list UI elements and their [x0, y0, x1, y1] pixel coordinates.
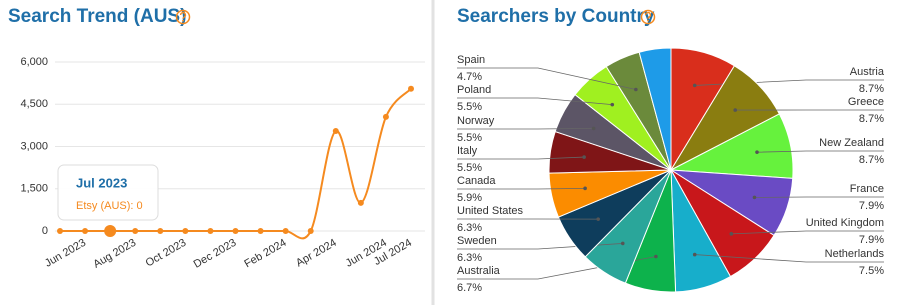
slice-value-label: 7.9%: [859, 234, 884, 246]
data-point: [132, 228, 139, 234]
slice-label: United States: [457, 205, 524, 217]
leader-dot: [755, 150, 759, 154]
leader-line: [457, 67, 636, 90]
pie-slice: [638, 47, 672, 171]
leader-dot: [582, 155, 586, 159]
x-tick-label: Apr 2024: [294, 237, 339, 270]
leader-line: [457, 187, 586, 190]
y-tick-label: 3,000: [20, 140, 48, 152]
x-tick-label: Jun 2023: [43, 237, 88, 270]
data-point: [104, 225, 117, 237]
leader-line: [457, 128, 594, 130]
data-point: [357, 199, 364, 206]
leader-dot: [591, 126, 596, 131]
leader-line: [731, 230, 884, 235]
slice-label: Greece: [848, 96, 884, 108]
leader-line: [457, 156, 585, 160]
leader-line: [457, 97, 613, 106]
data-point: [232, 228, 239, 234]
leader-dot: [733, 108, 738, 112]
y-tick-label: 6,000: [20, 56, 48, 68]
slice-value-label: 6.3%: [457, 252, 482, 264]
help-icon[interactable]: [640, 9, 656, 25]
slice-label: Italy: [457, 145, 478, 157]
data-point: [332, 128, 339, 135]
slice-label: Canada: [457, 175, 496, 187]
x-tick-label: Dec 2023: [192, 237, 239, 271]
leader-dot: [620, 241, 625, 246]
slice-label: Norway: [457, 115, 495, 127]
data-point: [157, 228, 164, 234]
slice-value-label: 5.5%: [457, 101, 482, 113]
slice-label: Australia: [457, 265, 501, 277]
x-tick-label: Feb 2024: [242, 237, 288, 271]
leader-dot: [729, 232, 734, 236]
leader-line: [694, 254, 884, 263]
data-point: [307, 228, 314, 234]
leader-dot: [596, 217, 600, 221]
data-point: [57, 228, 63, 234]
slice-value-label: 8.7%: [859, 154, 884, 166]
slice-label: Spain: [457, 54, 485, 66]
leader-line: [757, 150, 884, 153]
help-icon[interactable]: [175, 9, 191, 25]
data-point: [207, 228, 214, 234]
tooltip-text: Etsy (AUS): 0: [76, 200, 143, 212]
slice-value-label: 5.5%: [457, 132, 482, 144]
x-tick-label: Aug 2023: [91, 237, 138, 271]
slice-value-label: 6.3%: [457, 222, 482, 234]
tooltip: Jul 2023 Etsy (AUS): 0: [57, 164, 159, 221]
line-chart: 0 1,500 3,000 4,500 6,000 Jun 2023 Aug 2023 Oct…: [20, 56, 425, 271]
y-tick-label: 0: [42, 225, 48, 237]
leader-dot: [610, 102, 615, 107]
slice-value-label: 7.9%: [859, 200, 884, 212]
data-point: [282, 228, 289, 234]
slice-value-label: 5.9%: [457, 192, 482, 204]
data-point: [182, 228, 189, 234]
slice-label: Netherlands: [825, 248, 885, 260]
chart-title: Search Trend (AUS): [8, 6, 186, 27]
slice-label: United Kingdom: [806, 217, 884, 229]
leader-dot: [692, 252, 697, 257]
y-tick-label: 1,500: [20, 183, 48, 195]
data-point: [408, 85, 414, 92]
chart-title: Searchers by Country: [457, 6, 655, 27]
slice-value-label: 7.5%: [859, 265, 884, 277]
slice-label: Austria: [850, 66, 885, 78]
tooltip-title: Jul 2023: [76, 175, 127, 190]
leader-dot: [752, 195, 757, 200]
leader-dot: [654, 254, 658, 259]
leader-dot: [583, 186, 587, 191]
data-point: [382, 113, 389, 120]
slice-value-label: 8.7%: [859, 83, 884, 95]
data-point: [82, 228, 89, 234]
x-tick-label: Oct 2023: [144, 237, 189, 270]
slice-label: Sweden: [457, 235, 497, 247]
slice-value-label: 8.7%: [859, 113, 884, 125]
slice-value-label: 5.5%: [457, 162, 482, 174]
leader-dot: [634, 87, 638, 92]
slice-value-label: 4.7%: [457, 71, 482, 83]
tooltip-box: [57, 164, 159, 221]
leader-dot: [692, 83, 697, 88]
y-tick-label: 4,500: [20, 98, 48, 110]
line-series: [60, 88, 412, 240]
slice-label: France: [850, 183, 884, 195]
slice-label: Poland: [457, 84, 491, 96]
slice-label: New Zealand: [819, 137, 884, 149]
slice-value-label: 6.7%: [457, 282, 482, 294]
data-point: [257, 228, 264, 234]
